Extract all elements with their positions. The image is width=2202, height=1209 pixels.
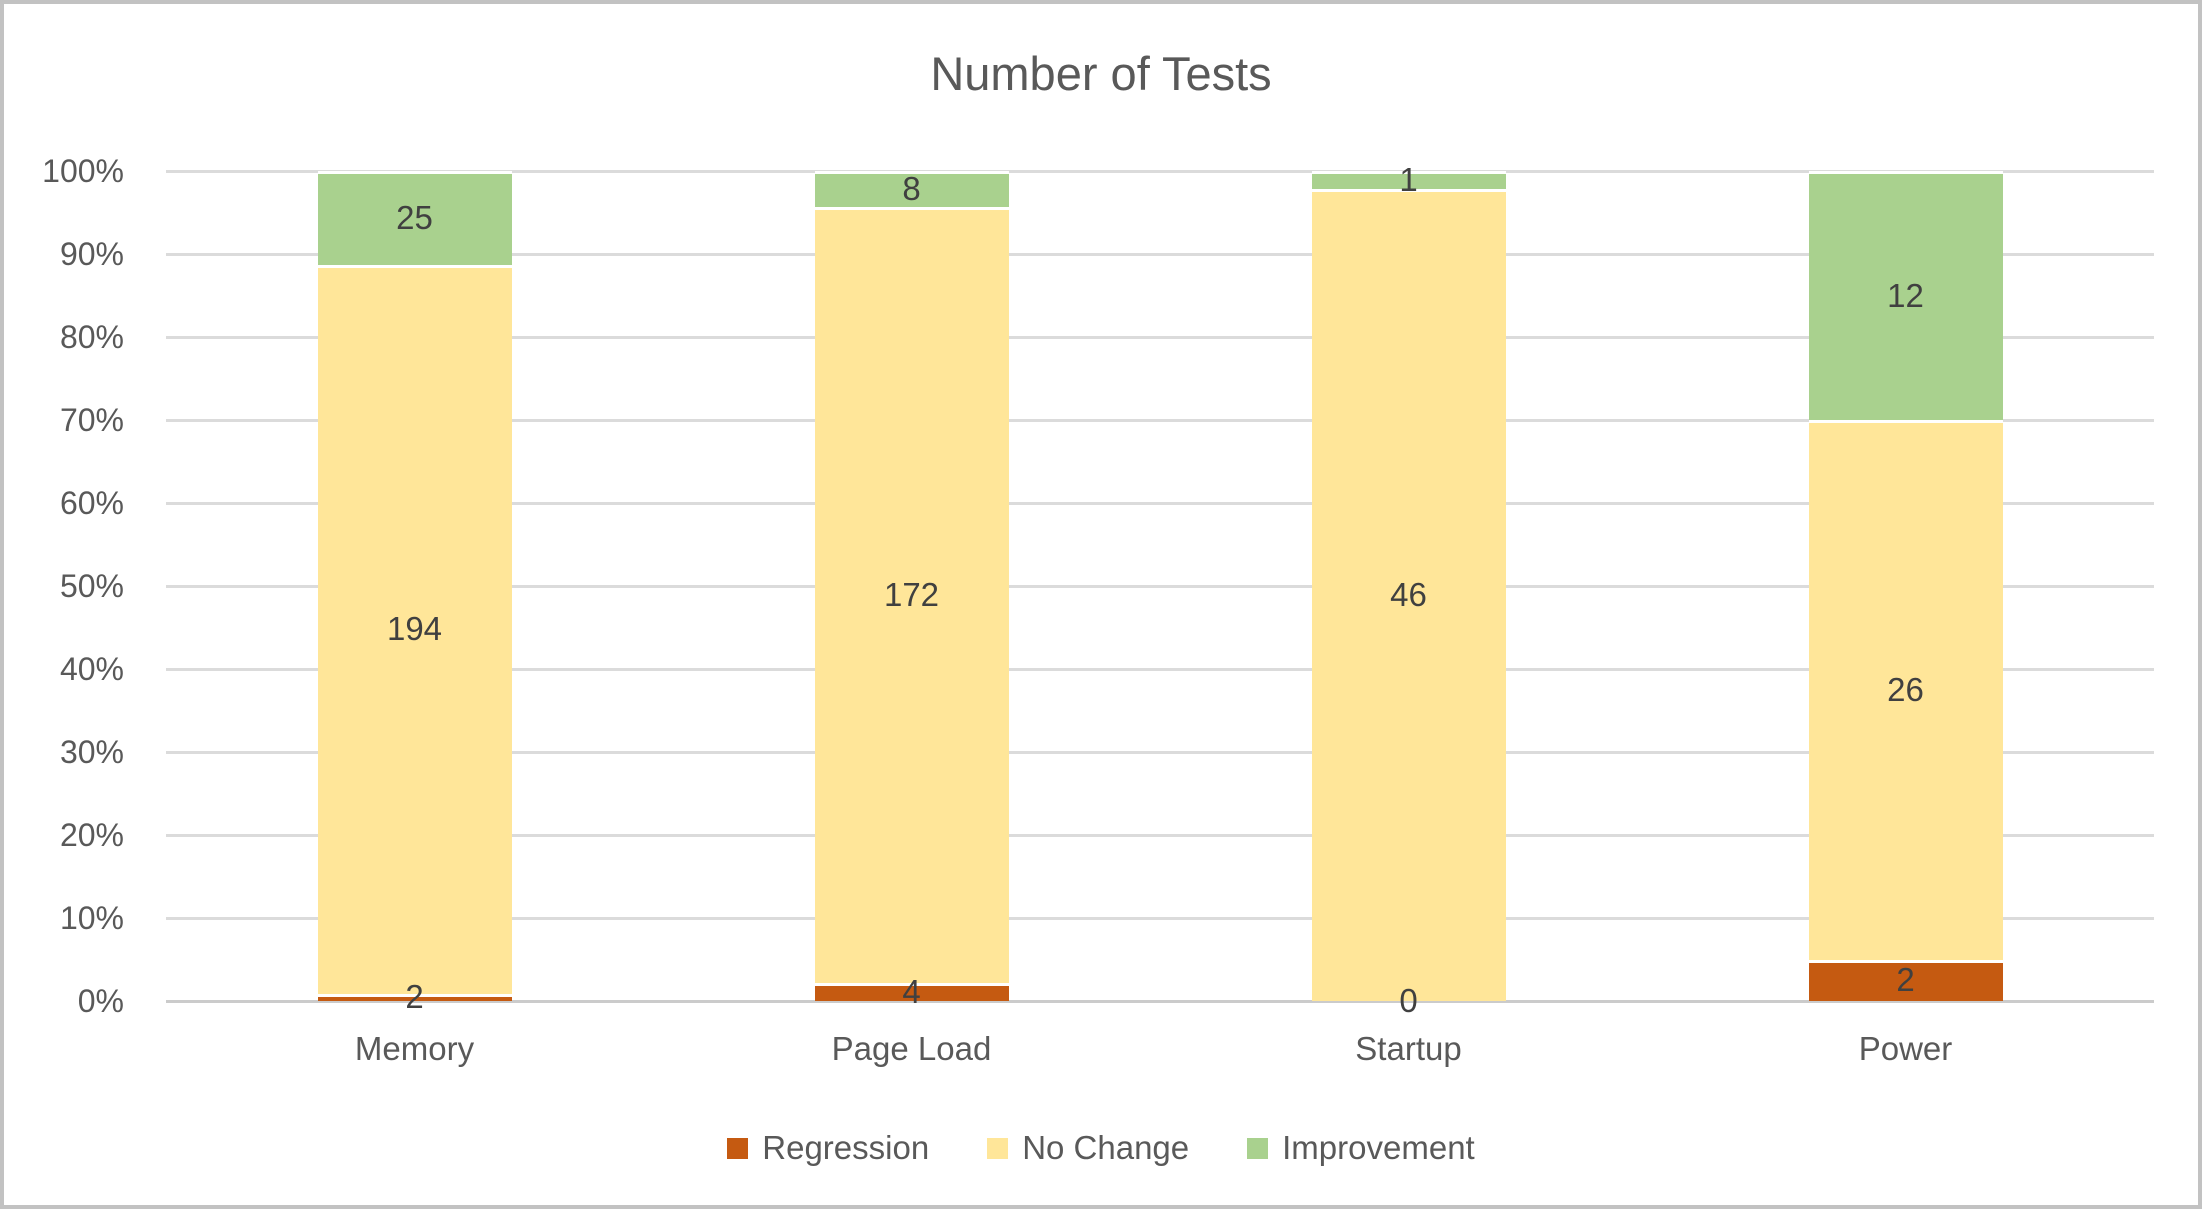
data-label-startup-regression: 0	[1399, 982, 1418, 1019]
data-label-power-improvement: 12	[1887, 276, 1924, 314]
legend-item-regression: Regression	[727, 1128, 929, 1168]
y-axis-label-60: 60%	[59, 485, 124, 521]
legend-swatch-icon-no-change	[987, 1137, 1009, 1159]
y-axis-label-80: 80%	[59, 319, 124, 355]
legend-swatch-icon-improvement	[1247, 1137, 1269, 1159]
gridline-60	[166, 501, 2154, 505]
bar-segment-page-load-improvement	[814, 171, 1009, 208]
bar-segment-memory-no-change	[317, 264, 512, 994]
gridline-70	[166, 418, 2154, 422]
data-label-memory-no-change: 194	[386, 610, 443, 648]
legend-item-no-change: No Change	[987, 1128, 1189, 1168]
bar-segment-memory-regression	[317, 993, 512, 1001]
y-axis-label-50: 50%	[59, 568, 124, 604]
data-label-startup-no-change: 46	[1390, 575, 1427, 613]
gridline-80	[166, 335, 2154, 339]
category-label-page-load: Page Load	[831, 1030, 992, 1067]
gridline-30	[166, 750, 2154, 754]
data-label-memory-regression: 2	[405, 978, 424, 1016]
y-axis-label-20: 20%	[59, 817, 124, 853]
gridline-50	[166, 584, 2154, 588]
y-axis-label-30: 30%	[59, 734, 124, 770]
data-label-memory-improvement: 25	[396, 198, 433, 236]
bar-segment-power-improvement	[1808, 171, 2003, 420]
y-axis-label-10: 10%	[59, 900, 124, 936]
data-label-power-regression: 2	[1896, 961, 1915, 999]
legend-item-improvement: Improvement	[1247, 1128, 1475, 1168]
y-axis-label-0: 0%	[77, 983, 124, 1019]
category-label-startup: Startup	[1355, 1030, 1462, 1067]
bar-segment-startup-improvement	[1311, 171, 1506, 189]
legend-label-improvement: Improvement	[1282, 1129, 1475, 1166]
data-label-startup-improvement: 1	[1399, 160, 1418, 198]
gridline-90	[166, 252, 2154, 256]
bar-segment-memory-improvement	[317, 171, 512, 265]
chart-title: Number of Tests	[930, 47, 1272, 100]
legend-swatch-icon-regression	[727, 1137, 749, 1159]
plot-area: 2 194 25 4 172 8 0 46 1 2 26 12	[166, 161, 2154, 1019]
data-label-page-load-improvement: 8	[902, 170, 921, 208]
gridline-10	[166, 916, 2154, 920]
gridline-40	[166, 667, 2154, 671]
bar-segment-startup-no-change	[1311, 188, 1506, 1001]
legend-label-no-change: No Change	[1022, 1129, 1190, 1166]
x-axis-line	[166, 999, 2154, 1003]
bar-segment-power-regression	[1808, 959, 2003, 1001]
category-label-memory: Memory	[354, 1030, 475, 1067]
y-axis-label-90: 90%	[59, 236, 124, 272]
data-label-power-no-change: 26	[1887, 670, 1924, 708]
data-label-page-load-regression: 4	[902, 972, 921, 1010]
legend-label-regression: Regression	[762, 1129, 930, 1166]
y-axis-label-70: 70%	[59, 402, 124, 438]
data-label-page-load-no-change: 172	[883, 576, 940, 614]
bar-segment-page-load-regression	[814, 982, 1009, 1001]
legend: Regression No Change Improvement	[4, 1128, 2198, 1168]
y-axis-label-40: 40%	[59, 651, 124, 687]
gridline-100	[166, 169, 2154, 173]
gridline-20	[166, 833, 2154, 837]
category-label-power: Power	[1858, 1030, 1953, 1067]
bar-segment-page-load-no-change	[814, 207, 1009, 983]
y-axis-label-100: 100%	[42, 153, 124, 189]
bar-segment-power-no-change	[1808, 420, 2003, 960]
